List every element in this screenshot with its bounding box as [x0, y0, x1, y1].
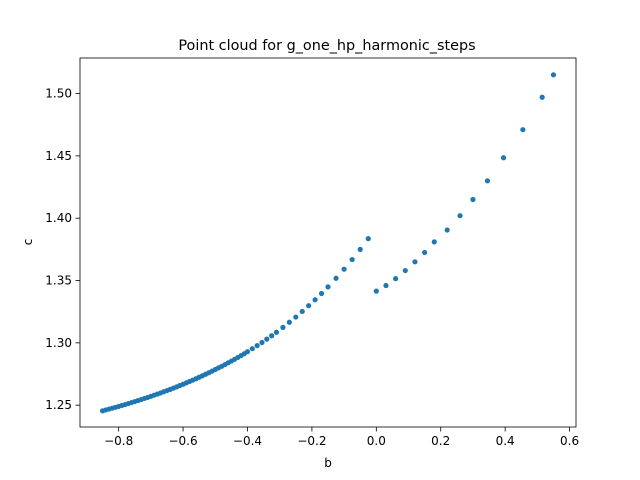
data-point — [259, 339, 265, 346]
data-point — [444, 227, 450, 233]
data-point — [349, 256, 355, 263]
data-point — [457, 213, 463, 219]
data-point — [333, 275, 339, 281]
x-tick-label: 0.4 — [496, 434, 515, 448]
x-tick-label: 0.2 — [431, 434, 450, 448]
data-point — [318, 290, 325, 297]
data-point — [402, 267, 408, 274]
data-point — [500, 155, 507, 161]
data-point — [383, 282, 389, 289]
data-point — [341, 266, 347, 272]
y-tick-label: 1.40 — [45, 211, 72, 225]
y-axis-label: c — [21, 239, 35, 246]
data-point — [484, 178, 491, 184]
y-axis-ticks: 1.25 1.30 1.35 1.40 1.45 1.50 — [45, 87, 80, 412]
data-points — [99, 72, 557, 414]
chart-title: Point cloud for g_one_hp_harmonic_steps — [178, 38, 475, 54]
data-point — [286, 319, 292, 325]
y-tick-label: 1.30 — [45, 336, 72, 350]
data-point — [365, 236, 371, 242]
plot-area-frame — [79, 57, 577, 428]
y-tick-label: 1.35 — [45, 274, 72, 288]
x-tick-label: −0.2 — [297, 434, 326, 448]
x-tick-label: 0.6 — [560, 434, 579, 448]
data-point — [325, 284, 331, 290]
data-point — [244, 349, 251, 355]
y-tick-label: 1.25 — [45, 398, 72, 412]
data-point — [357, 246, 363, 252]
x-tick-label: −0.8 — [104, 434, 133, 448]
data-point — [412, 259, 418, 265]
data-point — [470, 196, 476, 203]
data-point — [550, 72, 557, 78]
data-point — [249, 346, 255, 352]
y-tick-label: 1.50 — [45, 87, 72, 101]
data-point — [254, 342, 260, 349]
data-point — [273, 329, 280, 335]
x-tick-label: 0.0 — [367, 434, 386, 448]
data-point — [293, 314, 299, 320]
data-point — [280, 324, 286, 330]
data-point — [312, 297, 318, 303]
data-point — [306, 303, 312, 309]
data-point — [393, 276, 399, 282]
data-point — [422, 249, 428, 256]
x-tick-label: −0.4 — [233, 434, 262, 448]
data-point — [539, 94, 545, 100]
data-point — [373, 288, 379, 294]
data-point — [269, 333, 275, 339]
data-point — [431, 239, 437, 245]
y-tick-label: 1.45 — [45, 149, 72, 163]
data-point — [299, 308, 305, 315]
x-tick-label: −0.6 — [168, 434, 197, 448]
x-axis-ticks: −0.8 −0.6 −0.4 −0.2 0.0 0.2 0.4 0.6 — [104, 427, 579, 448]
data-point — [264, 336, 270, 342]
x-axis-label: b — [324, 456, 332, 470]
data-point — [520, 127, 526, 133]
